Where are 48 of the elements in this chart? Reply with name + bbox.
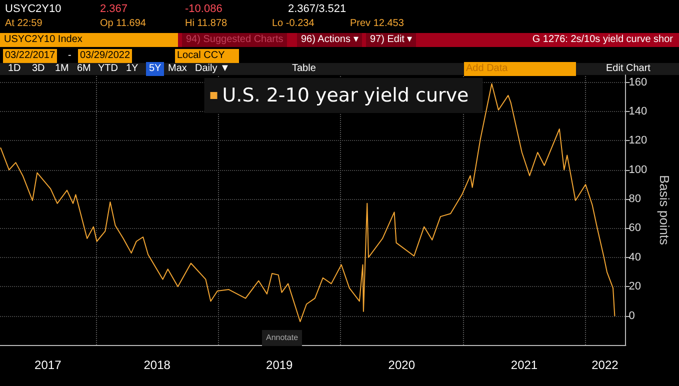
x-tick-label: 2018 [144, 358, 171, 372]
y-tick-label: 100 [628, 164, 648, 176]
x-tick-label: 2021 [510, 358, 538, 372]
text: G 1276: 2s/10s yield curve shor [532, 33, 673, 47]
text: Daily ▼ [195, 62, 230, 76]
y-tick-label: 160 [628, 76, 648, 88]
annotation: Annotate [262, 330, 302, 346]
text: Prev 12.453 [350, 17, 404, 31]
x-tick-label: 2017 [34, 358, 62, 372]
text: Max [168, 62, 187, 76]
y-tick-label: 60 [628, 222, 641, 234]
text: 1Y [126, 62, 138, 76]
text: 6M [77, 62, 91, 76]
text: 1D [8, 62, 21, 76]
line-series [0, 83, 616, 322]
text: 97) Edit ▾ [366, 33, 416, 47]
y-tick-label: 0 [628, 310, 635, 322]
x-tick-label: 2019 [266, 358, 294, 372]
y-tick-label: 120 [628, 134, 648, 147]
y-tick-label: 140 [628, 105, 648, 118]
y-tick-label: 20 [628, 280, 641, 293]
text: Table [292, 62, 316, 76]
legend-label: U.S. 2-10 year yield curve [222, 84, 469, 106]
x-tick-label: 2022 [592, 358, 619, 372]
text: - [68, 49, 72, 63]
text: At 22:59 [5, 17, 42, 31]
text: 2.367 [100, 2, 128, 16]
text: 96) Actions ▾ [297, 33, 362, 47]
text: -10.086 [185, 2, 222, 16]
text: 03/22/2017 [3, 49, 58, 63]
x-tick-label: 2020 [388, 358, 416, 372]
text: 03/29/2022 [78, 49, 132, 63]
text: Local CCY [175, 49, 239, 63]
text: Op 11.694 [100, 17, 146, 31]
text: 1M [55, 62, 69, 76]
text: Hi 11.878 [185, 17, 228, 31]
text: USYC2Y10 Index [0, 33, 178, 47]
y-tick-label: 40 [628, 251, 641, 264]
text: 94) Suggested Charts [182, 33, 288, 47]
text: USYC2Y10 [5, 2, 62, 16]
text: 2.367/3.521 [288, 2, 346, 16]
text: 5Y [146, 62, 164, 76]
text: Lo -0.234 [272, 17, 314, 31]
text: YTD [98, 62, 118, 76]
text: Edit Chart [606, 62, 650, 76]
text: 3D [32, 62, 45, 76]
y-axis-title: Basis points [657, 174, 672, 246]
y-tick-label: 80 [628, 193, 641, 206]
